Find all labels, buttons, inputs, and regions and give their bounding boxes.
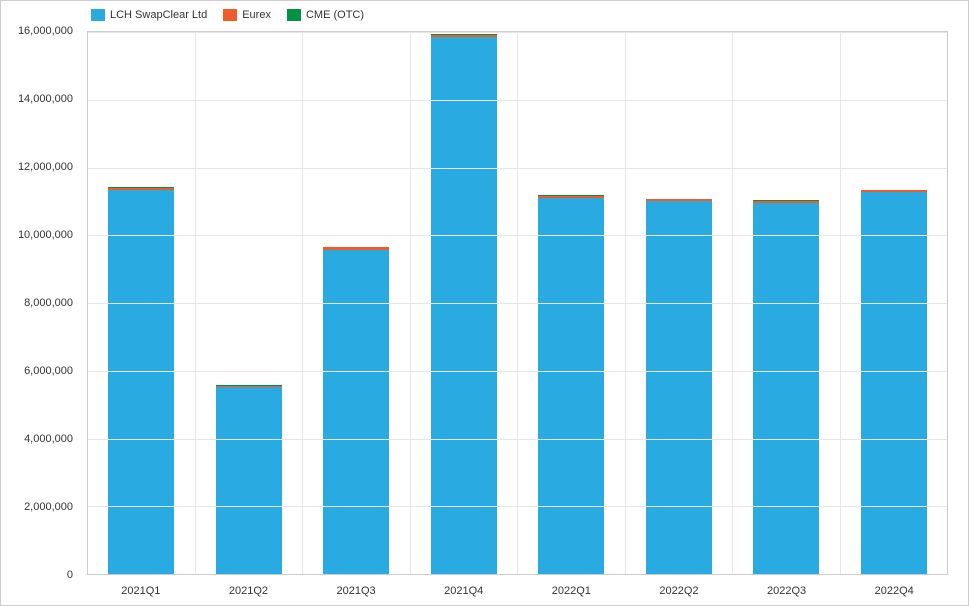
y-tick-label: 14,000,000 [18,93,73,105]
y-axis: 02,000,0004,000,0006,000,0008,000,00010,… [1,31,81,575]
x-tick-label: 2021Q2 [195,585,303,597]
y-tick-label: 2,000,000 [24,501,73,513]
bar-segment [861,192,927,574]
y-tick-label: 4,000,000 [24,433,73,445]
y-tick-label: 0 [67,569,73,581]
gridline [88,439,947,440]
legend-swatch-eurex [223,9,237,21]
bar-stack [538,195,604,574]
chart-container: LCH SwapClear Ltd Eurex CME (OTC) 0 2,000… [0,0,969,606]
bar-stack [861,190,927,574]
legend-label-cme: CME (OTC) [306,9,364,21]
y-tick-label: 12,000,000 [18,161,73,173]
bar-stack [431,34,497,574]
legend: LCH SwapClear Ltd Eurex CME (OTC) [91,9,364,21]
x-tick-label: 2021Q1 [87,585,195,597]
x-tick-label: 2022Q2 [625,585,733,597]
bar-stack [323,247,389,574]
gridline [88,506,947,507]
bar-stack [646,199,712,574]
bar-segment [538,198,604,574]
legend-item-lch: LCH SwapClear Ltd [91,9,207,21]
bar-segment [431,37,497,574]
legend-swatch-cme [287,9,301,21]
x-tick-label: 2021Q4 [410,585,518,597]
plot-area [87,31,948,575]
x-tick-label: 2021Q3 [302,585,410,597]
legend-label-eurex: Eurex [242,9,271,21]
bar-stack [753,200,819,574]
y-tick-label: 8,000,000 [24,297,73,309]
bar-segment [216,387,282,574]
y-tick-label: 6,000,000 [24,365,73,377]
bar-stack [108,187,174,574]
gridline [88,235,947,236]
x-tick-label: 2022Q4 [840,585,948,597]
bar-segment [108,190,174,574]
x-tick-label: 2022Q3 [733,585,841,597]
bar-segment [646,201,712,574]
y-tick-label: 10,000,000 [18,229,73,241]
bar-segment [323,250,389,575]
bar-segment [753,203,819,574]
legend-item-cme: CME (OTC) [287,9,364,21]
legend-item-eurex: Eurex [223,9,271,21]
gridline [88,371,947,372]
x-tick-label: 2022Q1 [518,585,626,597]
x-axis: 2021Q12021Q22021Q32021Q42022Q12022Q22022… [87,585,948,597]
gridline [88,32,947,33]
legend-swatch-lch [91,9,105,21]
bar-stack [216,385,282,574]
gridline [88,100,947,101]
legend-label-lch: LCH SwapClear Ltd [110,9,207,21]
gridline [88,303,947,304]
gridline [88,168,947,169]
y-tick-label: 16,000,000 [18,25,73,37]
